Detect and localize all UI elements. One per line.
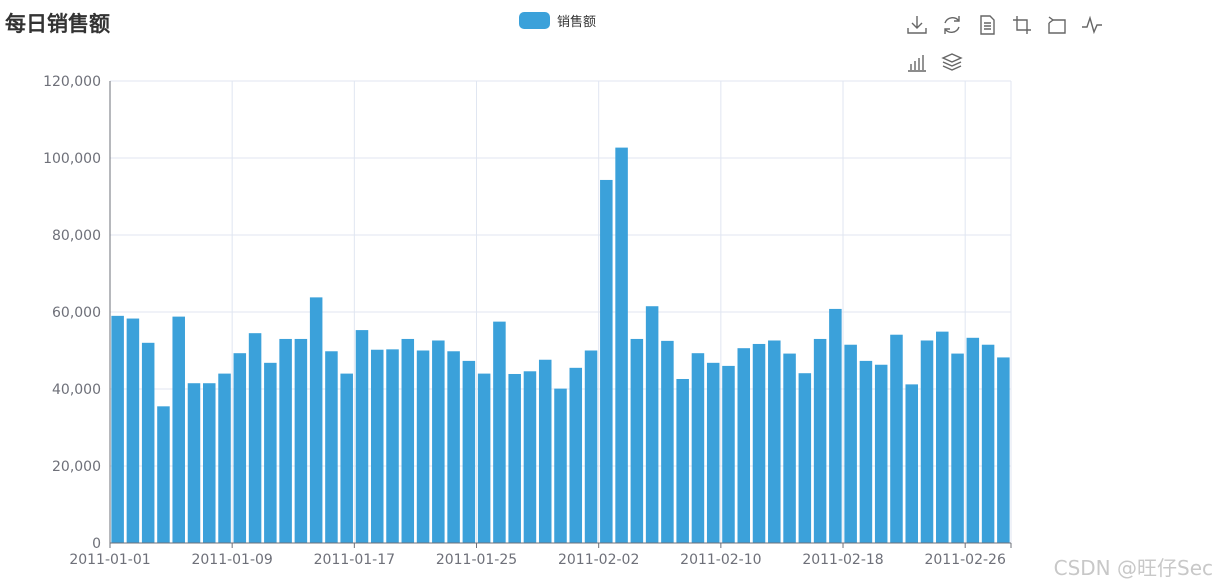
bar[interactable] <box>538 359 552 543</box>
bar[interactable] <box>187 383 201 543</box>
bar[interactable] <box>768 340 781 543</box>
bar[interactable] <box>432 340 445 543</box>
bar[interactable] <box>737 348 751 543</box>
bar[interactable] <box>386 349 399 543</box>
bar[interactable] <box>783 353 796 543</box>
bar[interactable] <box>233 353 247 543</box>
bar[interactable] <box>600 179 613 543</box>
chart-title: 每日销售额 <box>5 12 110 36</box>
y-tick-label: 100,000 <box>43 151 101 167</box>
bar[interactable] <box>645 306 659 543</box>
zoom-icon[interactable] <box>1010 13 1034 37</box>
legend-label: 销售额 <box>557 15 597 30</box>
y-tick-label: 120,000 <box>43 74 101 90</box>
x-tick-label: 2011-01-17 <box>314 552 395 568</box>
bar[interactable] <box>997 357 1010 543</box>
y-tick-label: 40,000 <box>52 382 101 398</box>
y-tick-label: 20,000 <box>52 459 101 475</box>
bar[interactable] <box>325 351 338 543</box>
bar[interactable] <box>890 334 903 543</box>
bar[interactable] <box>508 373 521 543</box>
refresh-icon[interactable] <box>940 13 964 37</box>
bar[interactable] <box>569 367 583 543</box>
bar[interactable] <box>554 388 567 543</box>
bar[interactable] <box>813 338 827 543</box>
bar[interactable] <box>523 371 537 543</box>
bar[interactable] <box>951 353 964 543</box>
watermark: CSDN @旺仔Sec <box>1053 556 1213 580</box>
x-tick-label: 2011-02-10 <box>680 552 761 568</box>
bar[interactable] <box>218 373 231 543</box>
bar[interactable] <box>722 365 735 543</box>
x-tick-label: 2011-02-02 <box>558 552 639 568</box>
bar[interactable] <box>279 338 292 543</box>
bar[interactable] <box>706 362 720 543</box>
bar[interactable] <box>462 360 476 543</box>
bar[interactable] <box>844 344 857 543</box>
bar[interactable] <box>264 362 277 543</box>
bar[interactable] <box>630 338 644 543</box>
bar[interactable] <box>493 321 506 543</box>
bar[interactable] <box>141 342 155 543</box>
bar[interactable] <box>966 337 980 543</box>
bar[interactable] <box>370 349 384 543</box>
bar[interactable] <box>661 340 674 543</box>
data-view-icon[interactable] <box>975 13 999 37</box>
legend-swatch <box>519 12 550 29</box>
bar[interactable] <box>248 333 262 543</box>
bar[interactable] <box>920 340 934 543</box>
bar[interactable] <box>829 308 842 543</box>
bar[interactable] <box>874 364 888 543</box>
y-tick-label: 60,000 <box>52 305 101 321</box>
bar[interactable] <box>401 338 415 543</box>
bar[interactable] <box>936 331 949 543</box>
y-tick-label: 80,000 <box>52 228 101 244</box>
zoom-reset-icon[interactable] <box>1045 13 1069 37</box>
bar[interactable] <box>859 360 873 543</box>
bar[interactable] <box>981 344 995 543</box>
bar[interactable] <box>447 351 460 543</box>
bar[interactable] <box>752 343 766 543</box>
bar-chart-icon[interactable] <box>905 50 929 74</box>
bar[interactable] <box>172 316 185 543</box>
x-tick-label: 2011-01-01 <box>69 552 150 568</box>
y-tick-label: 0 <box>92 536 101 552</box>
bar[interactable] <box>416 350 430 544</box>
line-chart-icon[interactable] <box>1080 13 1104 37</box>
bar[interactable] <box>126 318 140 543</box>
bar[interactable] <box>294 338 308 543</box>
stack-icon[interactable] <box>940 50 964 74</box>
bar[interactable] <box>111 315 124 543</box>
bar[interactable] <box>905 384 918 543</box>
x-tick-label: 2011-01-09 <box>191 552 272 568</box>
bar[interactable] <box>355 330 369 543</box>
x-tick-label: 2011-01-25 <box>436 552 517 568</box>
bar[interactable] <box>615 147 628 544</box>
bar[interactable] <box>676 378 689 543</box>
bar[interactable] <box>691 353 705 543</box>
bar[interactable] <box>798 373 812 543</box>
bar[interactable] <box>340 373 353 543</box>
bar[interactable] <box>309 297 323 543</box>
legend-item-sales[interactable]: 销售额 <box>519 11 596 30</box>
x-tick-label: 2011-02-26 <box>924 552 1005 568</box>
bar[interactable] <box>477 373 491 543</box>
download-icon[interactable] <box>905 13 929 37</box>
x-tick-label: 2011-02-18 <box>802 552 883 568</box>
bar[interactable] <box>584 350 598 544</box>
bar[interactable] <box>157 406 170 543</box>
bar[interactable] <box>203 383 216 543</box>
